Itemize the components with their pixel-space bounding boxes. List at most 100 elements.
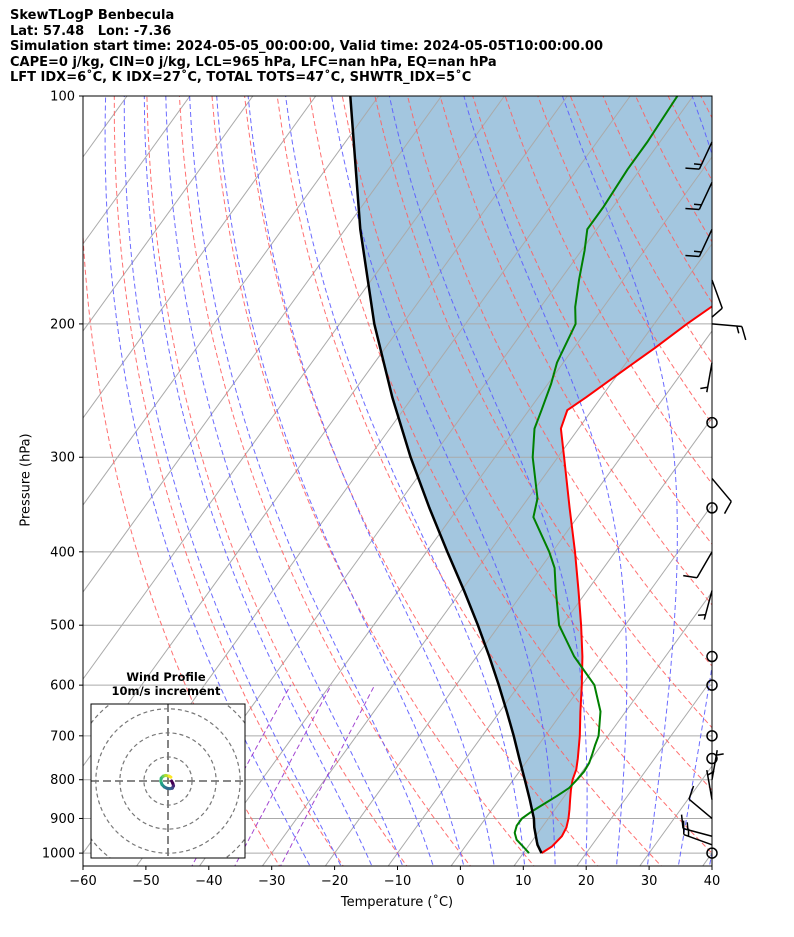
- isotherm-line: [83, 96, 442, 593]
- moist-adiabat: [708, 850, 712, 866]
- wind-barb-staff: [711, 279, 723, 309]
- wind-barb-staff: [696, 551, 713, 579]
- hodograph-subtitle-text: 10m/s increment: [111, 684, 221, 698]
- index-text: LFT IDX=6˚C, K IDX=27˚C, TOTAL TOTS=47˚C…: [10, 70, 472, 86]
- chart-header: SkewTLogP Benbecula Lat: 57.48 Lon: -7.3…: [10, 8, 603, 86]
- y-tick-label: 600: [50, 679, 75, 694]
- y-tick-label: 900: [50, 812, 75, 827]
- wind-barb-flag: [685, 254, 700, 258]
- moist-adiabat: [463, 96, 628, 866]
- wind-barb-flag: [680, 814, 684, 829]
- wind-barb-half-flag: [686, 822, 689, 830]
- hodograph-frame: [90, 703, 246, 859]
- x-tick-label: −20: [321, 874, 348, 889]
- wind-barb: [711, 323, 747, 341]
- dry-adiabat: [374, 96, 712, 729]
- plot-area: [83, 96, 794, 872]
- moist-adiabat: [143, 96, 373, 866]
- wind-barb-half-flag: [693, 250, 702, 253]
- wind-barb-flag: [711, 307, 723, 318]
- isotherm-line: [766, 96, 794, 866]
- wind-barb: [680, 814, 713, 837]
- mixing-ratio-line: [234, 684, 332, 866]
- moist-adiabat: [189, 96, 434, 866]
- x-tick-label: −30: [258, 874, 285, 889]
- dewpoint-line: [513, 96, 679, 854]
- hodograph-title-text: Wind Profile: [126, 670, 206, 684]
- dry-adiabat: [733, 96, 794, 869]
- isotherm-line: [450, 504, 712, 866]
- wind-barb: [700, 362, 713, 393]
- moist-adiabat: [123, 96, 342, 866]
- moist-adiabat: [165, 96, 404, 866]
- isotherm-line: [576, 678, 712, 866]
- moist-adiabat: [388, 96, 588, 866]
- x-tick-label: −10: [384, 874, 411, 889]
- dry-adiabat: [276, 96, 662, 866]
- x-tick-label: −40: [195, 874, 222, 889]
- moist-adiabat: [104, 96, 311, 866]
- dry-adiabat: [439, 96, 712, 606]
- isotherm-line: [83, 96, 254, 332]
- isotherm-line: [83, 96, 380, 506]
- isotherm-line: [387, 417, 712, 866]
- calm-wind-marker: [706, 730, 718, 742]
- moist-adiabat: [561, 96, 678, 866]
- y-tick-label: 200: [50, 317, 75, 332]
- isotherm-line: [513, 591, 712, 866]
- dry-adiabat: [537, 96, 712, 425]
- wind-barb: [685, 141, 713, 170]
- wind-barb-half-flag: [716, 753, 724, 756]
- cape-shading: [350, 96, 712, 854]
- wind-barb-flag: [688, 785, 695, 800]
- wind-barb-flag: [741, 326, 747, 341]
- dry-adiabat: [146, 96, 408, 866]
- x-tick-label: 40: [704, 874, 721, 889]
- mixing-ratio-line: [280, 684, 376, 866]
- wind-barb-staff: [711, 477, 732, 502]
- isotherm-line: [702, 852, 712, 866]
- time-text: Simulation start time: 2024-05-05_00:00:…: [10, 39, 603, 55]
- wind-barb: [698, 590, 713, 620]
- wind-barb-half-flag: [693, 203, 702, 206]
- moist-adiabat: [739, 96, 794, 872]
- instability-text: CAPE=0 j/kg, CIN=0 j/kg, LCL=965 hPa, LF…: [10, 54, 497, 70]
- chart-title: SkewTLogP Benbecula: [10, 8, 175, 23]
- dry-adiabat: [309, 96, 712, 854]
- wind-barb-staff: [688, 798, 713, 820]
- wind-barb-half-flag: [736, 325, 740, 334]
- isotherm-line: [83, 96, 505, 680]
- y-tick-label: 300: [50, 451, 75, 466]
- dry-adiabat: [83, 226, 281, 866]
- calm-wind-marker: [706, 679, 718, 691]
- hodograph-trace-segment: [167, 774, 173, 779]
- wind-barb-staff: [706, 769, 713, 800]
- wind-barb-half-flag: [698, 613, 706, 617]
- calm-wind-marker: [706, 416, 718, 429]
- wind-barb-flag: [685, 167, 700, 170]
- wind-barb-flag: [685, 207, 700, 211]
- isotherm-line: [199, 156, 712, 866]
- y-tick-label: 700: [50, 729, 75, 744]
- y-tick-label: 800: [50, 773, 75, 788]
- x-tick-label: 30: [641, 874, 658, 889]
- y-axis-label: Pressure (hPa): [18, 433, 34, 527]
- dry-adiabat: [178, 96, 472, 866]
- dry-adiabat: [113, 96, 344, 866]
- y-tick-label: 400: [50, 545, 75, 560]
- wind-barb: [683, 551, 713, 579]
- y-tick-label: 100: [50, 90, 75, 105]
- wind-barb: [711, 477, 732, 514]
- wind-barb-flag: [683, 574, 698, 579]
- moist-adiabat: [677, 96, 712, 866]
- moist-adiabat: [216, 96, 465, 866]
- isotherm-line: [83, 96, 191, 245]
- calm-wind-marker: [706, 502, 718, 514]
- x-tick-label: −60: [69, 874, 96, 889]
- hodograph-area: [91, 704, 245, 858]
- wind-barb-flag: [723, 501, 732, 514]
- moist-adiabat: [247, 96, 495, 866]
- x-tick-label: 0: [456, 874, 464, 889]
- isotherm-line: [261, 243, 712, 866]
